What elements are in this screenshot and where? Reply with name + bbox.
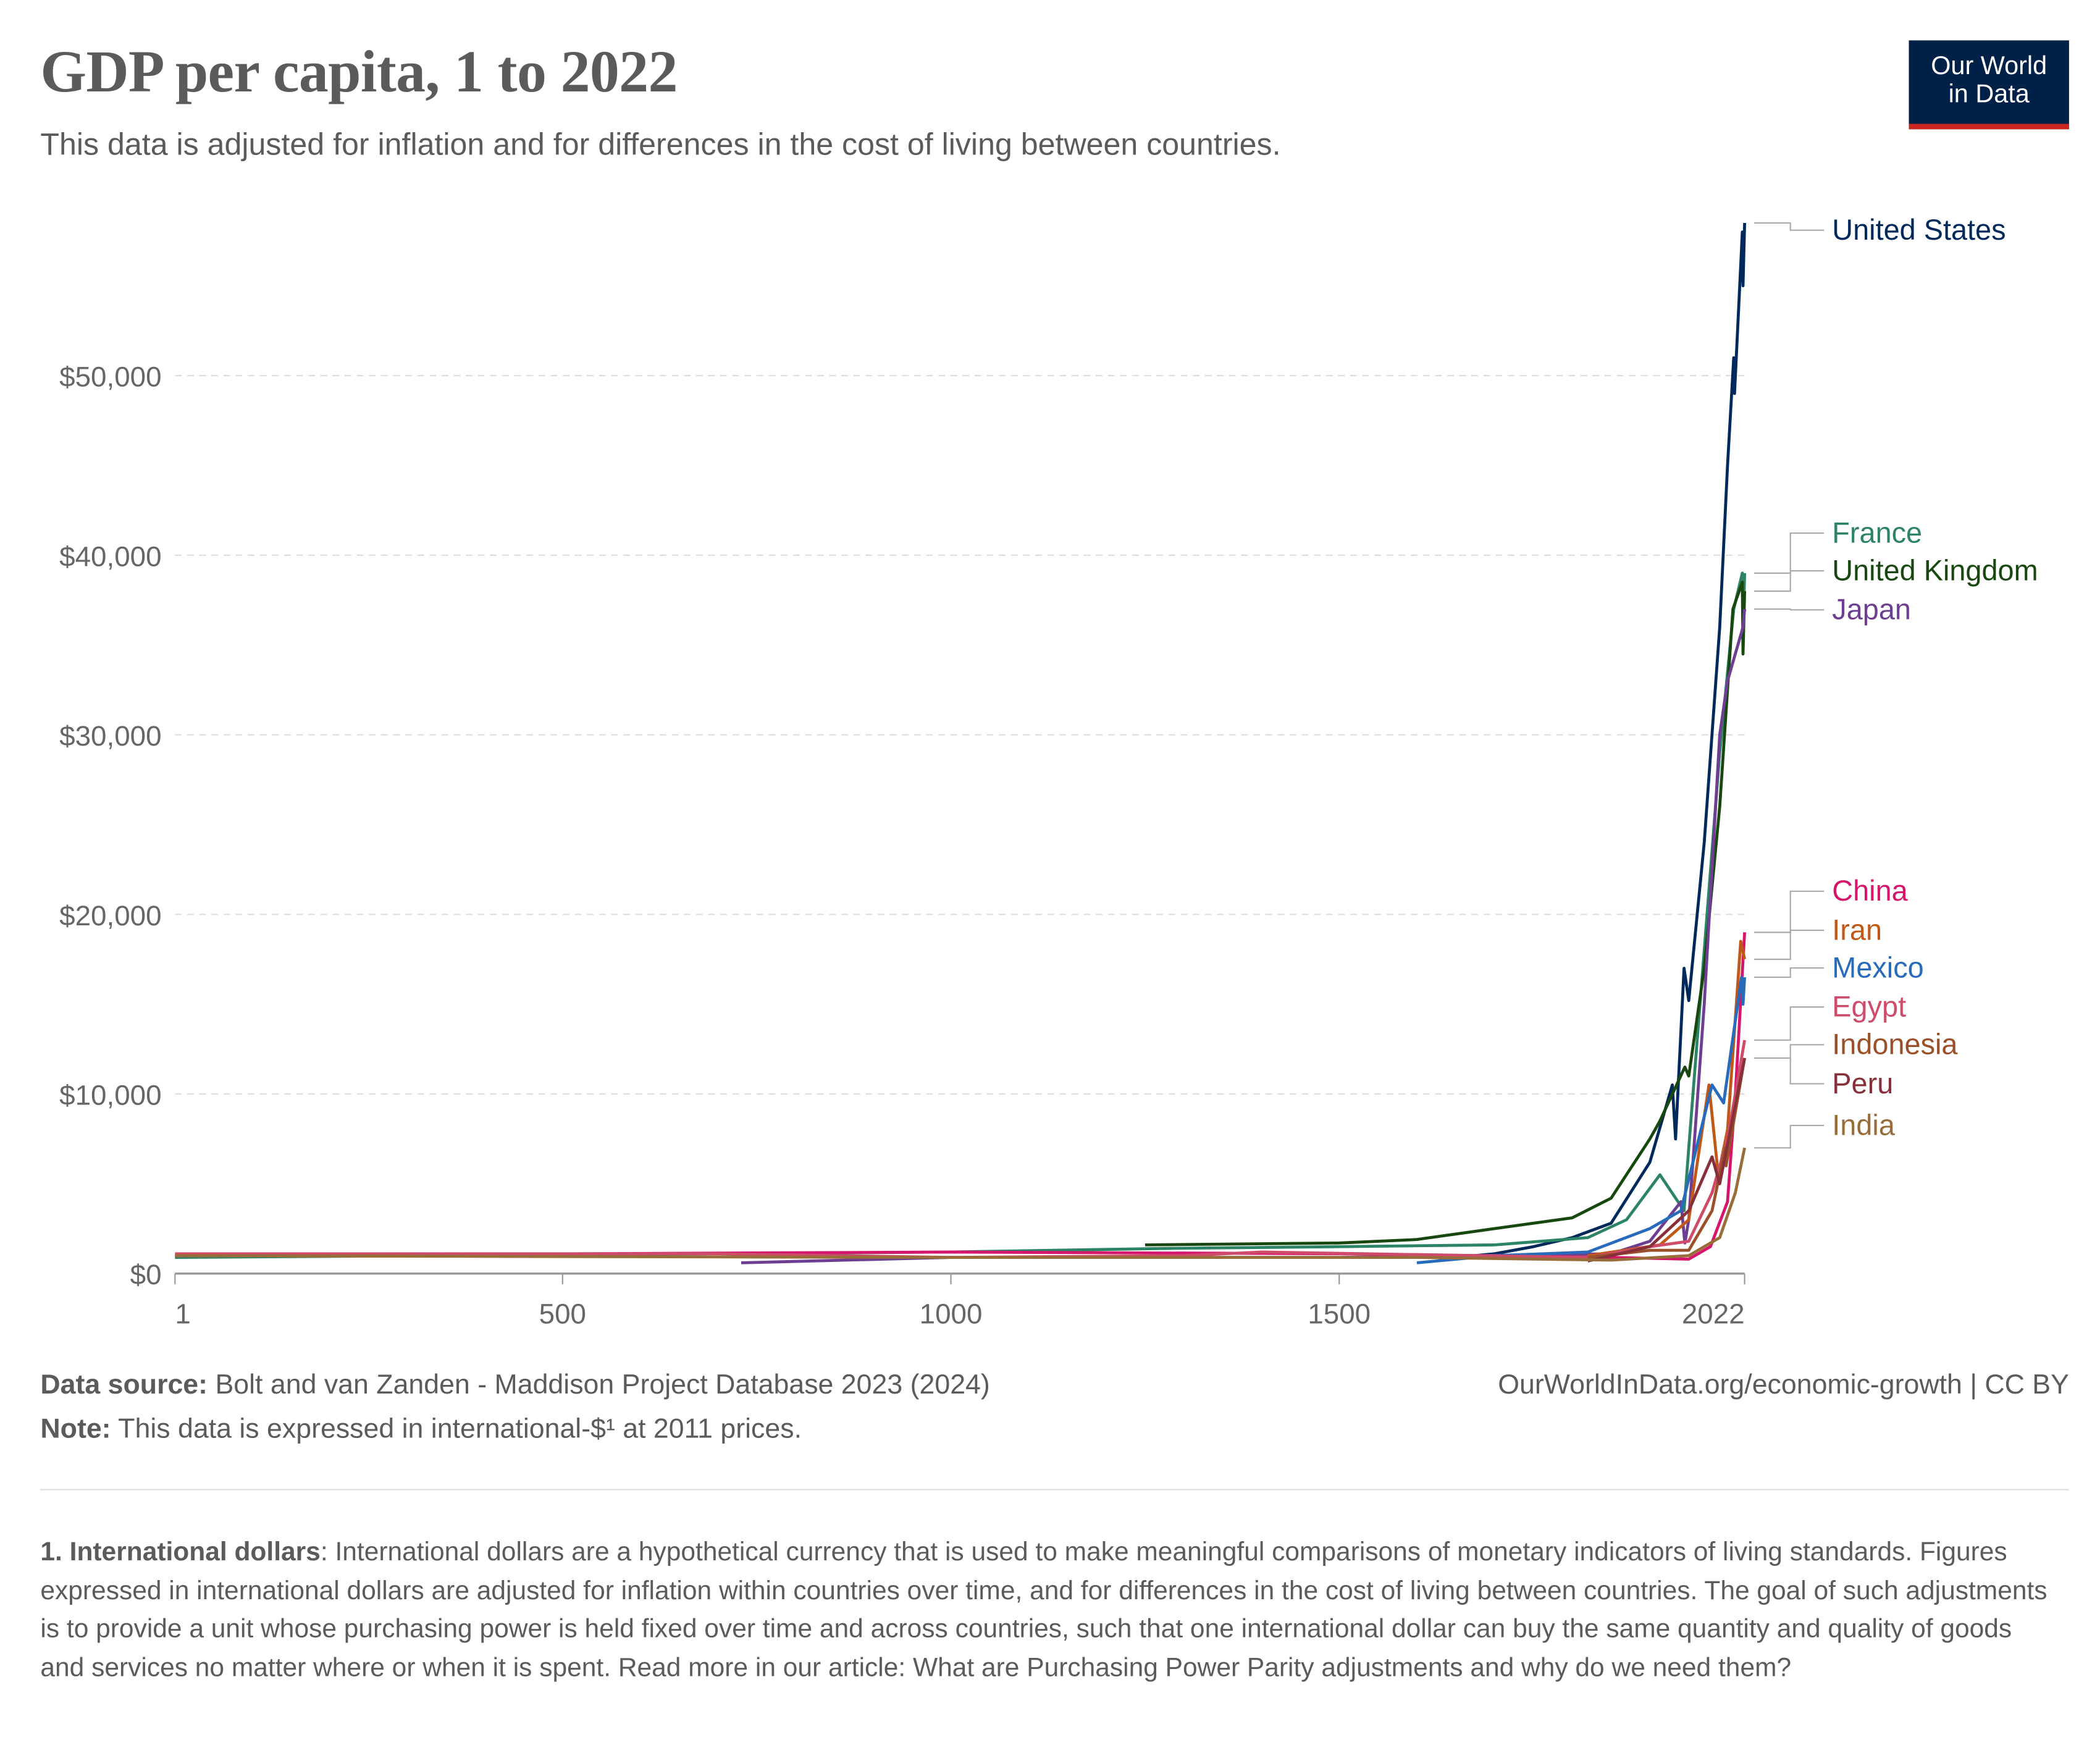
series-line-china [175,932,1747,1261]
chart-subtitle: This data is adjusted for inflation and … [40,126,1281,162]
series-label: Indonesia [1832,1028,1958,1061]
label-connector [1754,1124,1825,1149]
y-tick-label: $30,000 [59,720,161,752]
footnote: 1. International dollars: International … [40,1533,2059,1686]
source-text: Bolt and van Zanden - Maddison Project D… [208,1369,990,1400]
y-tick-label: $20,000 [59,900,161,931]
footnote-text: : International dollars are a hypothetic… [40,1537,2048,1683]
series-label: China [1832,875,1908,907]
series-line-united-kingdom [1144,581,1747,1247]
label-connector [1754,570,1825,592]
label-connector [1754,1006,1825,1041]
chart-title: GDP per capita, 1 to 2022 [40,39,678,106]
y-tick-label: $0 [130,1259,162,1290]
series-label: Mexico [1832,951,1923,983]
data-source: Data source: Bolt and van Zanden - Maddi… [40,1369,989,1402]
label-connector [1754,890,1825,933]
series-label: United Kingdom [1832,554,2038,586]
series-line-indonesia [1587,1058,1746,1259]
y-tick-label: $40,000 [59,540,161,572]
x-tick-label: 500 [539,1298,586,1329]
x-tick-label: 1 [175,1298,190,1329]
series-line-japan [741,608,1747,1264]
series-label: United States [1832,214,2006,246]
series-line-france [175,571,1747,1259]
logo-line-1: Our World [1931,53,2048,81]
series-line-iran [1587,940,1746,1258]
note-label: Note: [40,1413,111,1445]
series-line-peru [1587,1058,1746,1263]
label-connector [1754,1057,1825,1085]
series-label: Egypt [1832,991,1906,1023]
x-tick-label: 2022 [1682,1298,1745,1329]
series-label: Iran [1832,914,1882,946]
divider [40,1489,2069,1491]
series-label: India [1832,1109,1896,1141]
label-connector [1754,967,1825,978]
label-connector [1754,608,1825,611]
note-text: This data is expressed in international-… [111,1413,802,1445]
series-label: Japan [1832,594,1911,626]
label-connector [1754,929,1825,961]
series-line-united-states [1455,222,1747,1259]
owid-logo[interactable]: Our World in Data [1909,40,2069,130]
series-line-india [175,1147,1746,1262]
x-tick-label: 1500 [1308,1298,1371,1329]
series-line-egypt [175,1040,1746,1259]
logo-bar [1909,124,2069,130]
y-tick-label: $10,000 [59,1079,161,1111]
y-tick-label: $50,000 [59,361,161,393]
logo-line-2: in Data [1948,80,2030,109]
source-label: Data source: [40,1369,208,1400]
x-tick-label: 1000 [920,1298,983,1329]
label-connector [1754,222,1825,231]
source-url[interactable]: OurWorldInData.org/economic-growth | CC … [1498,1369,2069,1400]
footnote-label: 1. International dollars [40,1537,321,1567]
note: Note: This data is expressed in internat… [40,1413,802,1445]
series-label: France [1832,516,1922,549]
label-connector [1754,1044,1825,1059]
series-line-mexico [1416,975,1747,1264]
label-connector [1754,532,1825,574]
series-label: Peru [1832,1067,1893,1100]
